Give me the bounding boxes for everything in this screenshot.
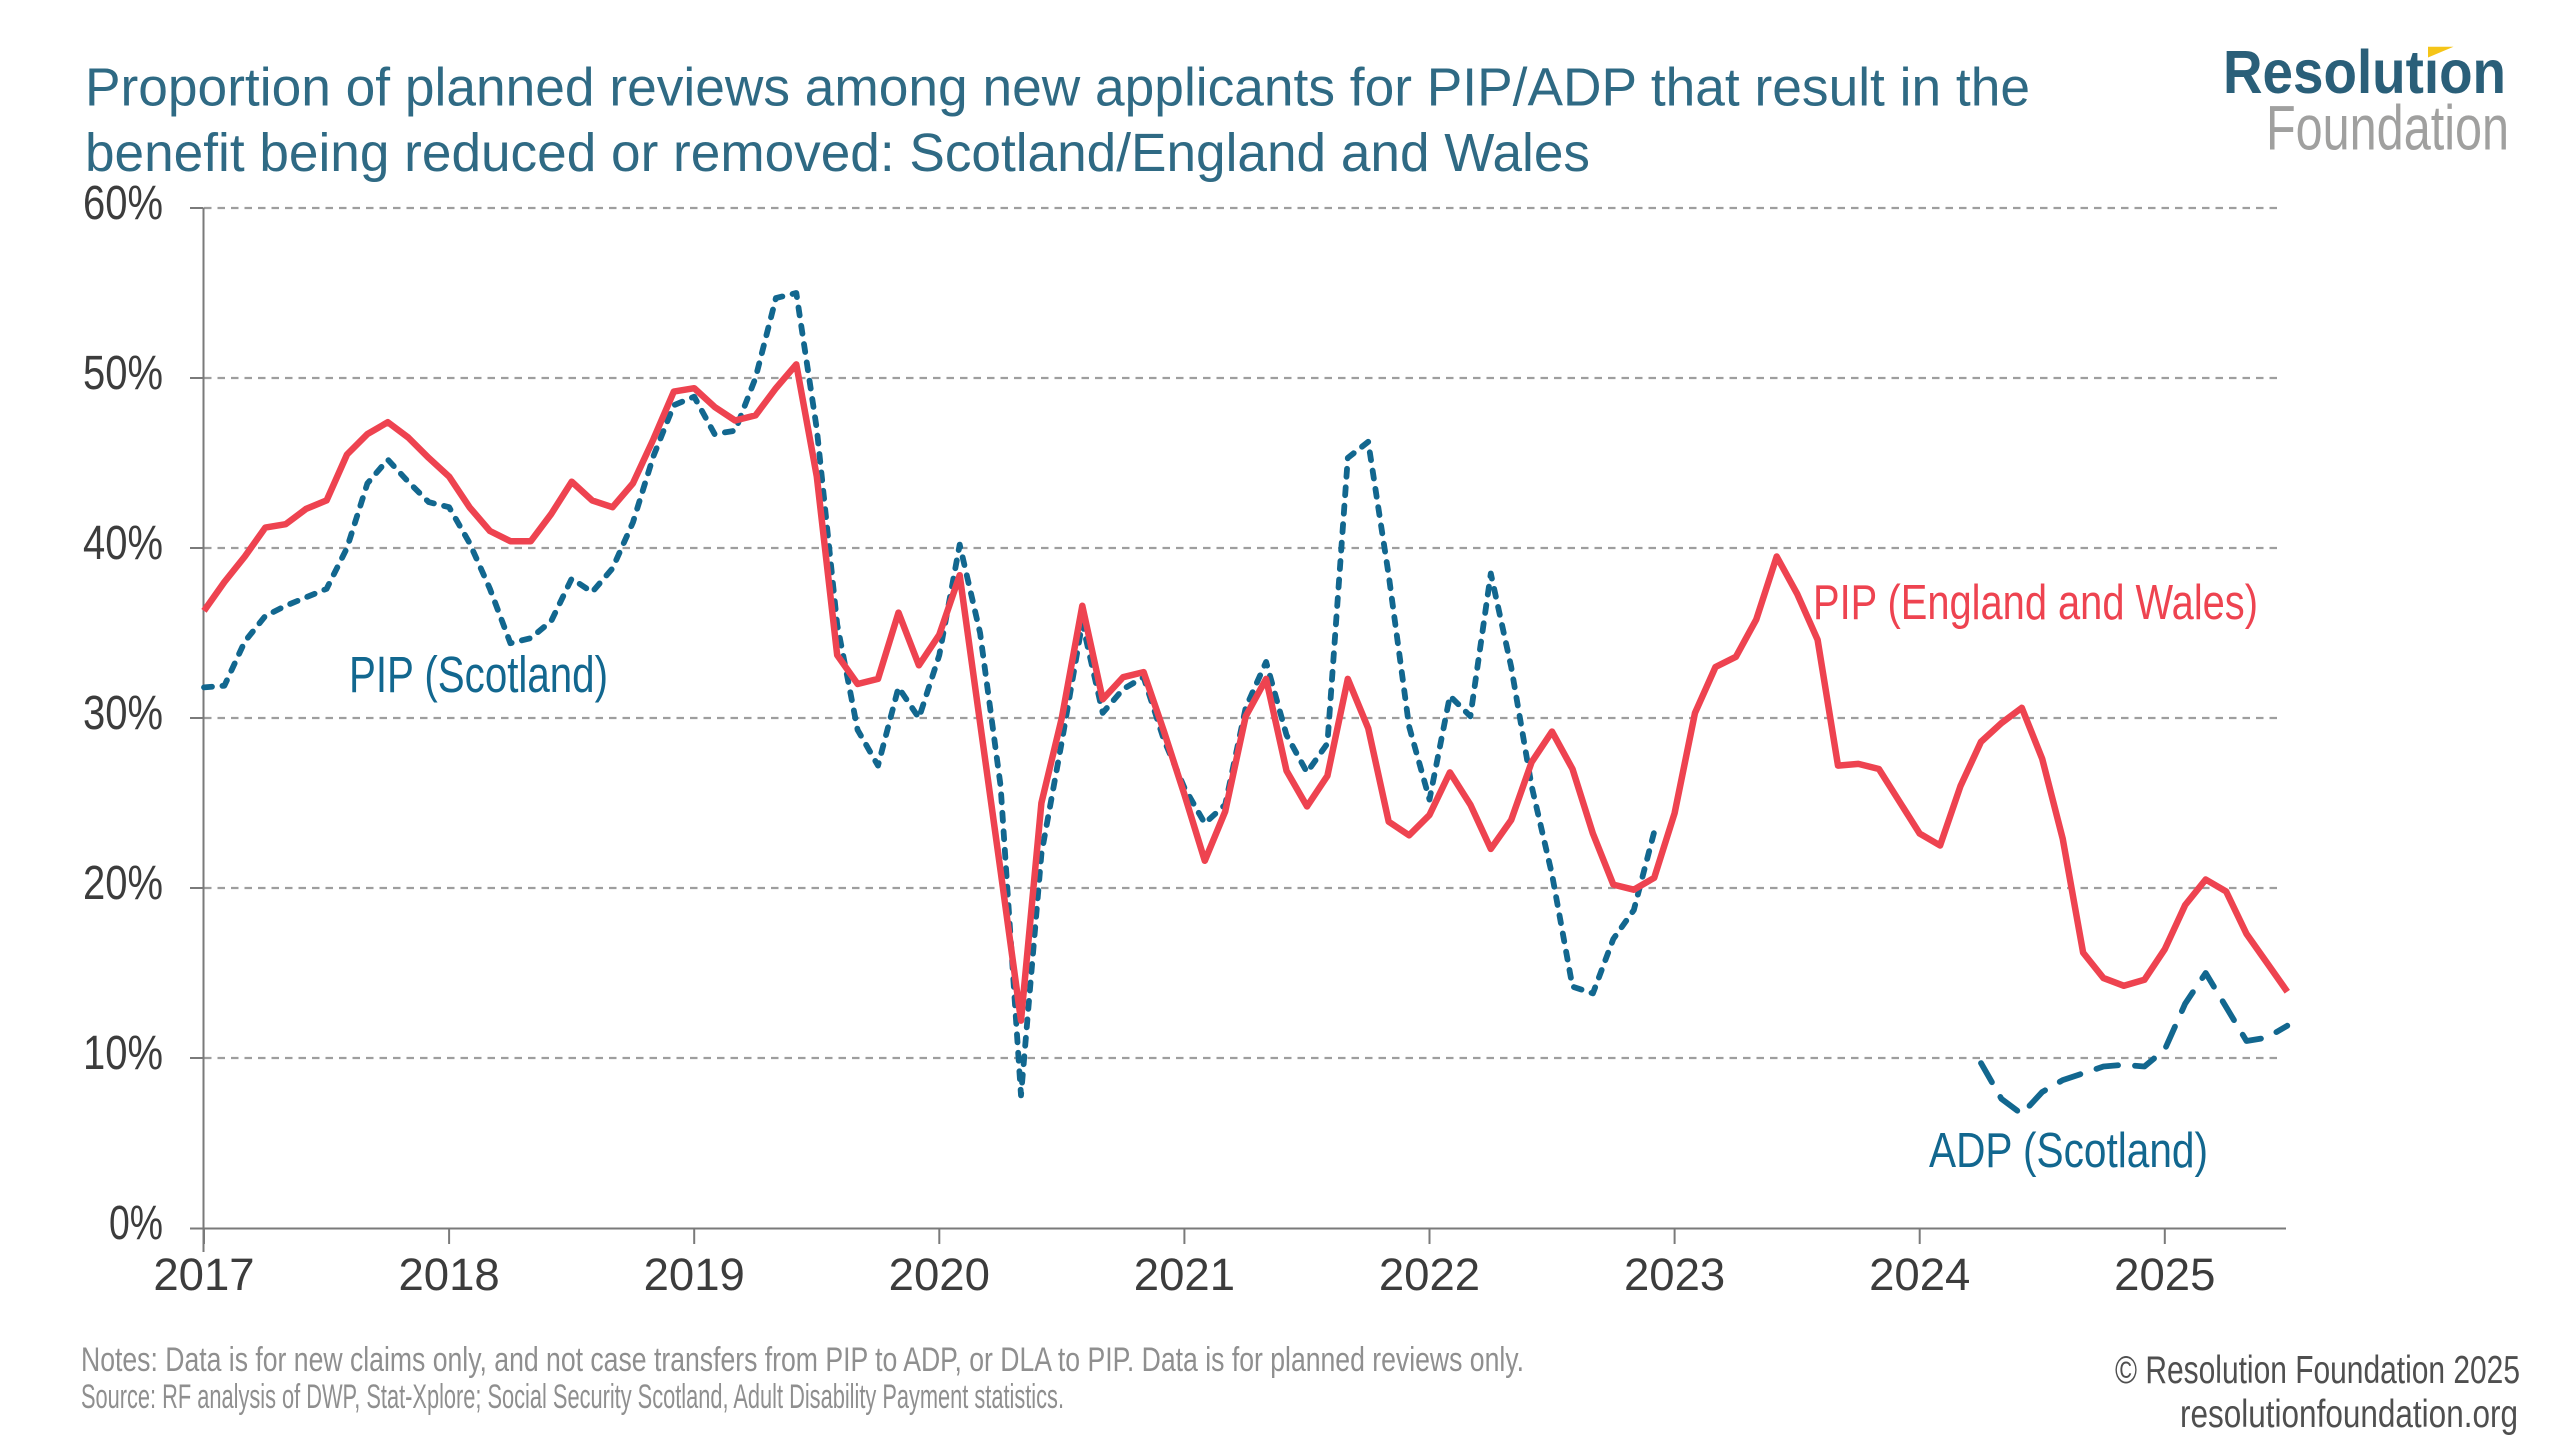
svg-text:PIP (England and Wales): PIP (England and Wales) (1813, 576, 2258, 630)
svg-text:Resolutıon: Resolutıon (2223, 38, 2506, 107)
svg-text:50%: 50% (83, 347, 163, 400)
svg-text:2020: 2020 (889, 1249, 990, 1300)
svg-text:60%: 60% (83, 177, 163, 230)
svg-text:Source: RF analysis of DWP, St: Source: RF analysis of DWP, Stat-Xplore;… (81, 1378, 1064, 1416)
svg-text:2024: 2024 (1869, 1249, 1970, 1300)
svg-text:Foundation: Foundation (2266, 93, 2509, 163)
svg-text:Proportion of planned reviews: Proportion of planned reviews among new … (85, 57, 2030, 117)
svg-text:PIP (Scotland): PIP (Scotland) (349, 646, 608, 703)
svg-text:40%: 40% (83, 517, 163, 570)
svg-text:30%: 30% (83, 687, 163, 740)
svg-text:2019: 2019 (644, 1249, 745, 1300)
svg-text:benefit being reduced or remov: benefit being reduced or removed: Scotla… (85, 123, 1590, 183)
svg-text:2022: 2022 (1379, 1249, 1480, 1300)
svg-text:0%: 0% (109, 1197, 163, 1250)
svg-text:2023: 2023 (1624, 1249, 1725, 1300)
svg-text:Notes: Data is for new claims: Notes: Data is for new claims only, and … (81, 1341, 1524, 1379)
svg-text:2021: 2021 (1134, 1249, 1235, 1300)
svg-text:20%: 20% (83, 857, 163, 910)
svg-text:2025: 2025 (2114, 1249, 2215, 1300)
svg-text:10%: 10% (83, 1027, 163, 1080)
svg-text:© Resolution Foundation 2025: © Resolution Foundation 2025 (2115, 1349, 2520, 1392)
svg-text:2018: 2018 (398, 1249, 499, 1300)
svg-text:ADP (Scotland): ADP (Scotland) (1929, 1124, 2208, 1178)
svg-text:2017: 2017 (153, 1249, 254, 1300)
svg-text:resolutionfoundation.org: resolutionfoundation.org (2180, 1393, 2518, 1436)
